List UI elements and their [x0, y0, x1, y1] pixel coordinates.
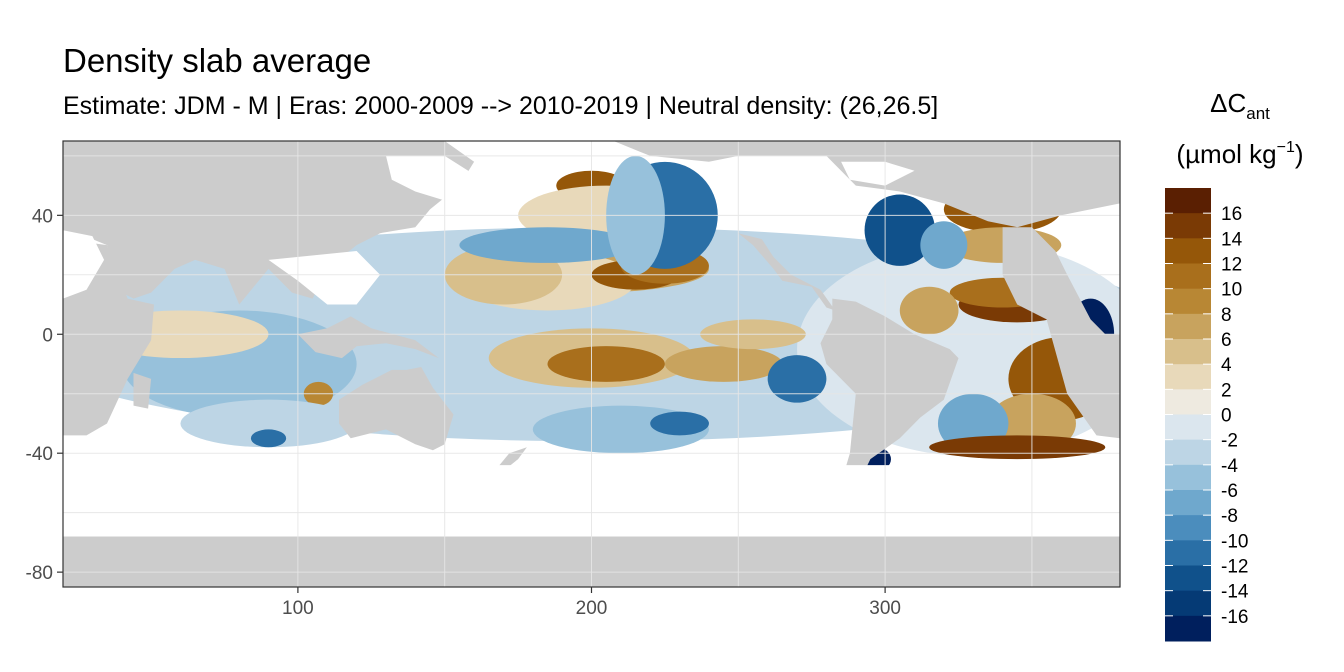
field-patch-14: [664, 346, 783, 382]
colorbar-tick-label: 2: [1221, 380, 1232, 401]
colorbar-tick-label: -4: [1221, 456, 1238, 477]
axes: 100 200 300 -80 -40 0 40: [26, 206, 901, 619]
land-region-1: [63, 141, 475, 305]
land-region-7: [738, 233, 836, 311]
colorbar-tick-label: -2: [1221, 431, 1238, 452]
colorbar-segment: [1165, 565, 1211, 592]
colorbar-tick-label: 14: [1221, 229, 1243, 250]
colorbar-segment: [1165, 540, 1211, 566]
field-patch-28: [920, 221, 968, 269]
colorbar-tick-label: -12: [1221, 557, 1248, 578]
colorbar-segment: [1165, 590, 1211, 617]
legend-title: ΔCant: [1210, 88, 1270, 123]
y-tick-label: 0: [42, 325, 53, 346]
colorbar-segment: [1165, 364, 1211, 390]
y-tick-label: -80: [26, 563, 53, 584]
colorbar-tick-label: 0: [1221, 406, 1232, 427]
colorbar-legend: 16 14 12 10 8 6 4 2 0 -2 -4 -6 -8 -10 -12 -14 -16 ΔCant (µ…: [1165, 88, 1304, 642]
colorbar-segment: [1165, 238, 1211, 264]
field-patch-34: [929, 435, 1106, 460]
colorbar-segment: [1165, 515, 1211, 541]
colorbar-tick-label: -16: [1221, 607, 1248, 628]
y-tick-label: 40: [32, 206, 53, 227]
colorbar-tick-label: 16: [1221, 204, 1242, 225]
legend-unit: (µmol kg−1): [1176, 139, 1303, 169]
field-patch-20: [180, 399, 357, 448]
land-region-8: [820, 298, 959, 498]
colorbar-segment: [1165, 615, 1211, 642]
colorbar-segment: [1165, 263, 1211, 290]
y-tick-label: -40: [26, 444, 53, 465]
x-tick-label: 200: [576, 598, 608, 619]
colorbar-segment: [1165, 339, 1211, 365]
land-region-4: [283, 316, 439, 359]
colorbar-segment: [1165, 288, 1211, 315]
land-region-3: [133, 372, 152, 409]
chart-title: Density slab average: [63, 42, 372, 79]
colorbar-tick-label: -14: [1221, 582, 1249, 603]
colorbar-tick-label: -6: [1221, 481, 1238, 502]
chart-subtitle: Estimate: JDM - M | Eras: 2000-2009 --> …: [63, 92, 939, 120]
field-patch-36: [250, 429, 287, 448]
colorbar-segment: [1165, 464, 1211, 491]
nodata-region-13: [63, 230, 105, 299]
colorbar-segment: [1165, 439, 1211, 466]
colorbar-tick-label: 4: [1221, 355, 1232, 376]
colorbar-segment: [1165, 389, 1211, 415]
nodata-region-14: [268, 251, 381, 305]
field-patch-13: [547, 346, 665, 382]
colorbar-tick-label: 10: [1221, 280, 1242, 301]
colorbar-segment: [1165, 313, 1211, 340]
colorbar-tick-label: 6: [1221, 330, 1232, 351]
colorbar-tick-label: 12: [1221, 255, 1242, 276]
field-patch-27: [864, 194, 936, 266]
colorbar-tick-label: 8: [1221, 305, 1232, 326]
colorbar-segment: [1165, 490, 1211, 516]
field-patch-22: [650, 411, 709, 436]
nodata-region-12: [386, 155, 480, 201]
field-patch-16: [767, 355, 827, 403]
field-patch-29: [899, 286, 959, 335]
colorbar-segment: [1165, 188, 1211, 214]
colorbar-segment: [1165, 213, 1211, 239]
colorbar-tick-label: -8: [1221, 506, 1238, 527]
gridlines: [63, 141, 1120, 587]
x-tick-label: 100: [282, 598, 314, 619]
x-tick-label: 300: [869, 598, 901, 619]
colorbar-tick-label: -10: [1221, 531, 1248, 552]
nodata-region-15: [841, 161, 915, 186]
colorbar-segment: [1165, 414, 1211, 441]
land-region-5: [339, 367, 454, 451]
